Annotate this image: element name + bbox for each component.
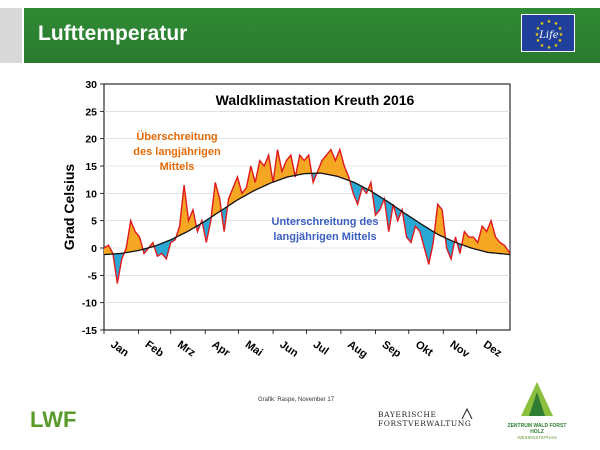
svg-text:★: ★ xyxy=(554,43,559,49)
x-tick-label: Apr xyxy=(210,339,233,360)
annotation-above: Überschreitung des langjährigen Mittels xyxy=(133,130,221,173)
x-tick-label: Jan xyxy=(108,339,131,360)
svg-text:★: ★ xyxy=(554,21,559,27)
lwf-logo: LWF xyxy=(30,407,76,432)
gridlines xyxy=(104,111,510,303)
annotation-above-line: des langjährigen xyxy=(133,146,221,158)
area-above-mean xyxy=(176,185,197,238)
x-tick-label: Dez xyxy=(481,339,504,360)
annotation-below: Unterschreitung des langjährigen Mittels xyxy=(272,216,379,243)
svg-text:★: ★ xyxy=(535,32,540,38)
mountain-icon xyxy=(521,382,553,416)
zwfh-line-1: ZENTRUM WALD FORST HOLZ xyxy=(507,423,567,435)
svg-text:★: ★ xyxy=(540,43,545,49)
y-tick-label: 10 xyxy=(85,188,97,200)
y-tick-label: 25 xyxy=(85,106,97,118)
x-tick-label: Mrz xyxy=(175,339,198,360)
svg-text:★: ★ xyxy=(536,38,541,44)
y-tick-label: 15 xyxy=(85,161,97,173)
area-above-mean xyxy=(124,220,143,253)
x-tick-label: Nov xyxy=(448,339,473,361)
annotation-above-line: Mittels xyxy=(160,161,195,173)
area-above-mean xyxy=(228,155,274,207)
page-title: Lufttemperatur xyxy=(38,22,188,45)
y-tick-label: 0 xyxy=(91,243,97,255)
area-below-mean xyxy=(402,211,435,265)
y-axis-ticks: -15 -10 -5 0 5 10 15 20 25 30 xyxy=(82,79,104,337)
svg-text:★: ★ xyxy=(559,32,564,38)
eu-life-logo: ★ ★ ★ ★ ★ ★ ★ ★ ★ ★ ★ ★ Life xyxy=(521,14,575,52)
header-banner xyxy=(24,8,600,63)
annotation-above-line: Überschreitung xyxy=(136,130,217,143)
y-axis-label: Grad Celsius xyxy=(61,164,77,251)
zentrum-wald-forst-holz-logo: ZENTRUM WALD FORST HOLZ WEIHENSTEPHAN xyxy=(502,378,572,444)
series-line-mean xyxy=(103,172,511,256)
data-lines xyxy=(103,147,511,284)
svg-text:★: ★ xyxy=(547,19,552,25)
x-tick-label: Aug xyxy=(345,339,369,361)
x-tick-label: Jun xyxy=(277,339,300,360)
area-above-mean xyxy=(211,182,222,218)
area-above-mean xyxy=(295,155,313,176)
svg-text:★: ★ xyxy=(558,26,563,32)
zwfh-line-2: WEIHENSTEPHAN xyxy=(517,435,557,440)
x-tick-label: Jul xyxy=(311,339,331,358)
area-below-mean xyxy=(393,205,403,221)
header-stripe xyxy=(0,8,22,63)
svg-text:★: ★ xyxy=(547,45,552,51)
eu-stars-icon: ★ ★★ ★★★ ★★★ ★★★ Life xyxy=(535,19,564,51)
x-tick-label: Feb xyxy=(143,339,166,360)
svg-text:★: ★ xyxy=(558,38,563,44)
y-tick-label: -15 xyxy=(82,325,97,337)
plot-area xyxy=(103,83,511,331)
area-above-mean xyxy=(368,182,373,195)
x-tick-label: Okt xyxy=(413,339,435,360)
area-below-mean xyxy=(349,180,369,205)
area-below-mean xyxy=(445,237,455,259)
y-tick-label: 30 xyxy=(85,79,97,91)
bayerische-forstverwaltung-logo: BAYERISCHE FORSTVERWALTUNG xyxy=(378,408,498,440)
area-below-mean xyxy=(202,215,212,243)
svg-text:★: ★ xyxy=(540,21,545,27)
chart-title: Waldklimastation Kreuth 2016 xyxy=(216,92,415,108)
y-tick-label: 5 xyxy=(91,216,97,228)
header-bar: Lufttemperatur ★ ★ ★ ★ ★ ★ ★ ★ ★ ★ ★ ★ Life xyxy=(0,0,600,63)
x-axis-ticks: Jan Feb Mrz Apr Mai Jun Jul Aug Sep Okt Nov Dez xyxy=(103,330,504,361)
tree-icon xyxy=(461,408,473,420)
area-above-mean xyxy=(434,204,446,239)
series-line-daily xyxy=(103,147,511,284)
lwf-logo-text: LWF xyxy=(30,407,76,432)
eu-logo-text: Life xyxy=(538,30,559,41)
area-below-mean xyxy=(384,199,394,232)
bf-line-1: BAYERISCHE xyxy=(378,410,437,419)
chart-credit: Grafik: Raspe, November 17 xyxy=(258,397,335,403)
y-tick-label: -10 xyxy=(82,298,97,310)
annotation-below-line: langjährigen Mittels xyxy=(273,231,376,243)
x-tick-label: Mai xyxy=(243,339,265,359)
area-above-mean xyxy=(462,220,510,255)
y-tick-label: -5 xyxy=(88,270,97,282)
bf-line-2: FORSTVERWALTUNG xyxy=(378,419,472,428)
y-tick-label: 20 xyxy=(85,134,97,146)
svg-text:★: ★ xyxy=(536,26,541,32)
x-tick-label: Sep xyxy=(380,339,404,361)
annotation-below-line: Unterschreitung des xyxy=(272,216,379,228)
